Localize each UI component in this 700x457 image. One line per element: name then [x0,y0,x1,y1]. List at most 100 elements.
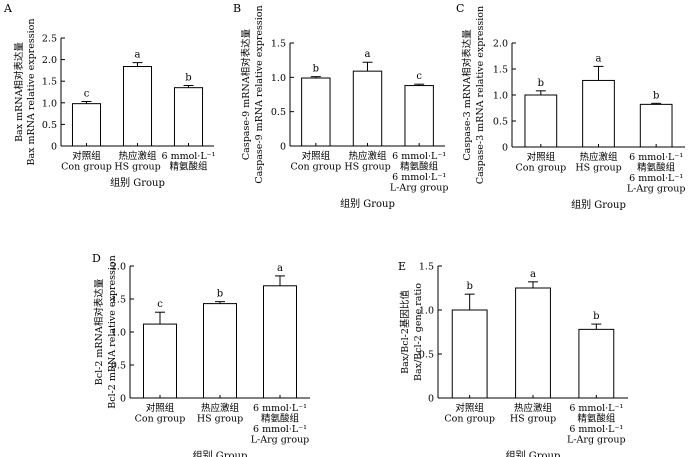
category-label: Con group [135,414,186,425]
bar [263,285,297,399]
significance-letter: b [538,78,544,89]
category-label: 对照组 [72,150,101,162]
chart-panel-d: D Bcl-2 mRNA相对表达量 Bcl-2 mRNA relative expr… [92,252,310,457]
y-tick-label: 1.5 [111,295,126,306]
category-label: HS group [575,163,621,174]
significance-letter: a [277,263,283,274]
significance-letter: c [416,71,422,82]
category-label: 精氨酸组 [169,161,208,173]
y-tick-label: 0 [502,143,508,154]
panel-letter: B [233,2,241,15]
y-tick-label: 2.0 [42,55,57,66]
bar [451,309,488,399]
category-label: 6 mmol·L⁻¹ [629,173,683,184]
bar [578,328,615,399]
y-tick-label: 1.0 [493,91,508,102]
y-axis-label-en: Bcl-2 mRNA relative expression [107,255,118,409]
panel-letter: A [3,2,13,15]
y-tick-label: 0 [280,142,286,153]
category-label: 精氨酸组 [637,162,676,174]
bar [143,323,177,399]
significance-letter: a [530,269,536,280]
bar [515,287,551,399]
significance-letter: b [653,90,659,101]
category-label: 精氨酸组 [400,161,439,173]
chart-panel-a: A Bax mRNA相对表达量 Bax mRNA relative expressi… [3,2,216,189]
y-tick-label: 1.5 [419,262,434,273]
y-tick-label: 0 [428,394,434,405]
y-axis-label-en: Bax mRNA relative expression [26,19,37,166]
panel-letter: D [92,252,101,265]
x-axis-title: 组别 Group [110,176,165,189]
category-label: 对照组 [302,150,331,162]
y-axis-label-en: Caspase-3 mRNA relative expression [475,6,486,184]
y-tick-label: 1.0 [111,328,126,339]
category-label: HS group [197,414,243,425]
y-tick-label: 1.0 [419,306,434,317]
y-tick-label: 1.0 [42,98,57,109]
y-axis-label-en: Caspase-9 mRNA relative expression [254,5,265,183]
category-label: 热应激组 [118,150,157,162]
bar [404,85,434,147]
y-tick-label: 1.5 [271,39,286,50]
y-tick-label: 2.0 [111,262,126,273]
category-label: 对照组 [146,402,175,414]
bar [582,79,615,148]
category-label: 精氨酸组 [261,413,300,425]
y-axis-label-cn: Caspase-3 mRNA相对表达量 [461,29,473,161]
category-label: 热应激组 [348,150,387,162]
chart-panel-e: E Bax/Bcl-2基因比值 Bax/Bcl-2 gene ratio 0 0.5 1.… [398,260,628,457]
significance-letter: b [185,73,191,84]
category-label: Con group [290,162,341,173]
significance-letter: a [365,49,371,60]
significance-letter: b [313,64,319,75]
category-label: 热应激组 [201,402,240,414]
category-label: 6 mmol·L⁻¹ [253,424,307,435]
y-tick-label: 2.0 [493,39,508,50]
y-tick-label: 0.5 [419,350,434,361]
category-label: L-Arg group [627,184,686,195]
significance-letter: a [135,50,141,61]
category-label: 6 mmol·L⁻¹ [253,403,307,414]
category-label: 6 mmol·L⁻¹ [629,152,683,163]
category-label: 6 mmol·L⁻¹ [569,424,623,435]
bar [301,77,331,147]
x-axis-title: 组别 Group [340,197,395,210]
category-label: L-Arg group [251,435,310,446]
significance-letter: b [466,281,472,292]
category-label: L-Arg group [567,435,626,446]
category-label: 对照组 [527,151,556,163]
category-label: 热应激组 [514,402,553,414]
y-tick-label: 2.5 [42,34,57,45]
bar [352,70,383,147]
y-axis-label-cn: Bcl-2 mRNA相对表达量 [93,278,105,385]
bar [524,94,558,148]
category-label: L-Arg group [390,183,449,194]
panel-letter: C [456,2,464,15]
category-label: 6 mmol·L⁻¹ [392,172,446,183]
category-label: HS group [344,162,390,173]
bar [173,87,204,147]
y-axis-label-cn: Bax mRNA相对表达量 [13,42,25,142]
chart-panel-c: C Caspase-3 mRNA相对表达量 Caspase-3 mRNA relat… [456,2,685,211]
significance-letter: c [84,89,90,100]
y-axis-label-en: Bax/Bcl-2 gene ratio [413,283,424,381]
category-label: 对照组 [455,402,484,414]
panel-letter: E [398,260,406,273]
y-axis-label-cn: Bax/Bcl-2基因比值 [399,290,411,374]
y-tick-label: 1.5 [42,77,57,88]
y-tick-label: 0 [51,142,57,153]
y-tick-label: 0 [120,394,126,405]
y-tick-label: 0.5 [111,361,126,372]
category-label: HS group [114,162,160,173]
bar [203,303,237,399]
category-label: 6 mmol·L⁻¹ [569,403,623,414]
y-axis-label-cn: Caspase-9 mRNA相对表达量 [240,28,252,160]
category-label: HS group [510,414,556,425]
y-tick-label: 0.5 [42,120,57,131]
significance-letter: b [217,289,223,300]
significance-letter: c [157,299,163,310]
category-label: Con group [444,414,495,425]
chart-panel-b: B Caspase-9 mRNA相对表达量 Caspase-9 mRNA relat… [233,2,448,210]
